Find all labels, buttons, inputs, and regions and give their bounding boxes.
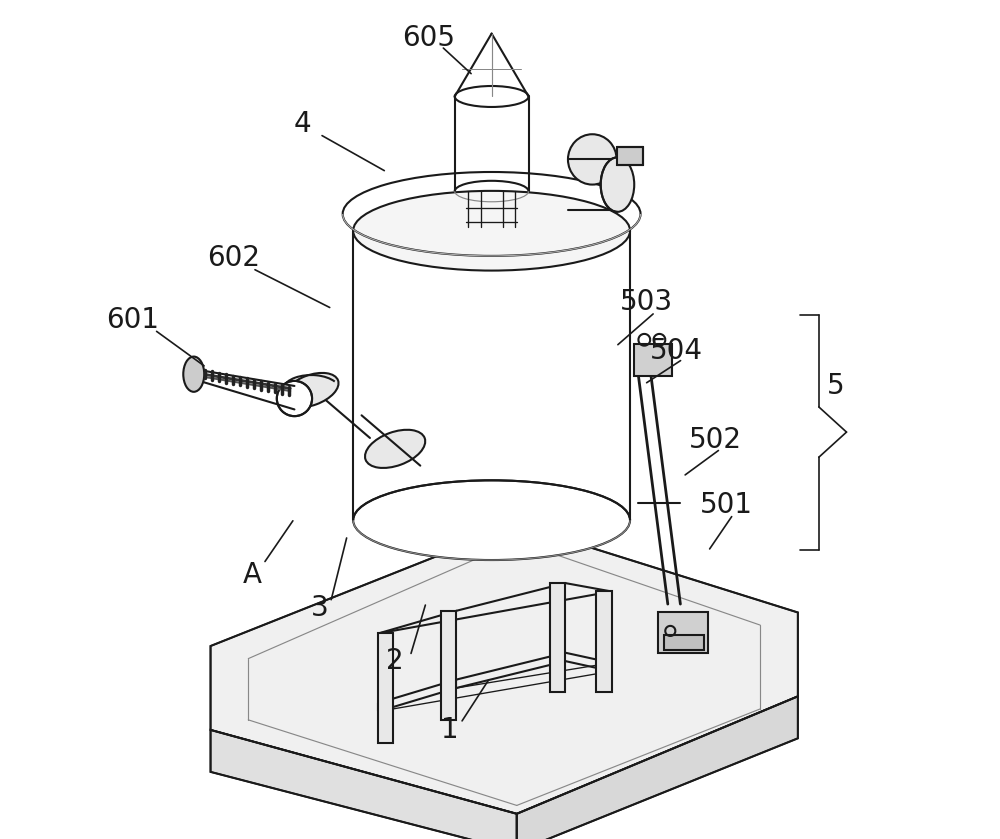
Ellipse shape: [183, 357, 204, 392]
Ellipse shape: [365, 430, 425, 468]
Bar: [617, 147, 643, 165]
Text: 5: 5: [827, 372, 844, 400]
Bar: [596, 591, 612, 692]
Text: 503: 503: [620, 288, 673, 316]
Bar: [634, 344, 672, 376]
Bar: [550, 583, 565, 692]
Ellipse shape: [353, 191, 630, 270]
Bar: [441, 611, 456, 720]
Text: 4: 4: [294, 110, 312, 138]
Text: 602: 602: [207, 244, 260, 273]
Bar: [664, 635, 704, 650]
Bar: [378, 633, 393, 743]
Polygon shape: [211, 524, 798, 814]
Text: 605: 605: [402, 23, 455, 52]
Text: 502: 502: [689, 426, 742, 455]
Text: 1: 1: [441, 716, 458, 744]
Text: A: A: [243, 560, 262, 589]
Ellipse shape: [455, 86, 529, 107]
Ellipse shape: [277, 381, 312, 416]
Text: 501: 501: [700, 491, 753, 519]
Bar: [658, 612, 708, 653]
Text: 3: 3: [311, 594, 328, 623]
Text: 2: 2: [386, 647, 404, 675]
Polygon shape: [517, 696, 798, 839]
Ellipse shape: [284, 373, 339, 408]
Polygon shape: [211, 730, 517, 839]
Ellipse shape: [353, 480, 630, 560]
Ellipse shape: [568, 134, 617, 185]
Text: 504: 504: [650, 336, 703, 365]
Ellipse shape: [601, 157, 634, 211]
Text: 601: 601: [106, 306, 159, 335]
